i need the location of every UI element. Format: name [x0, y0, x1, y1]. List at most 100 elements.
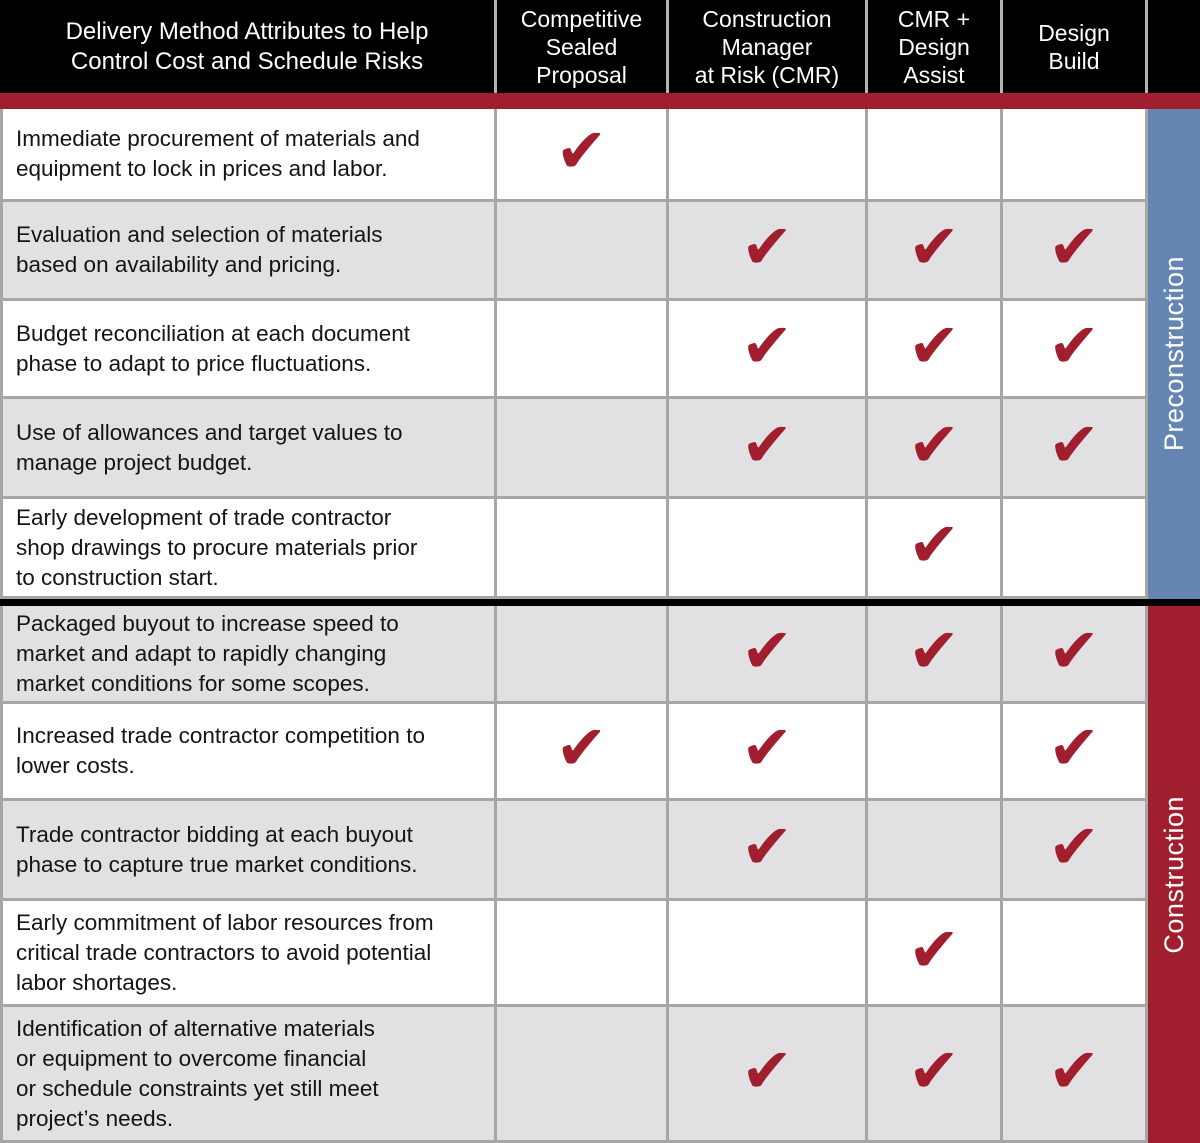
check-icon: ✔	[1048, 714, 1100, 783]
table-row: Evaluation and selection of materials ba…	[0, 202, 1148, 301]
sidebar-section-divider	[1148, 599, 1200, 606]
check-cell: ✔	[868, 1007, 1003, 1140]
check-cell: ✔	[669, 399, 868, 496]
construction-label: Construction	[1158, 795, 1189, 954]
check-cell: ✔	[1003, 301, 1148, 396]
check-icon: ✔	[741, 714, 793, 783]
table-row: Use of allowances and target values to m…	[0, 399, 1148, 499]
check-cell	[868, 704, 1003, 798]
attribute-text: Budget reconciliation at each document p…	[16, 320, 411, 376]
check-cell: ✔	[1003, 1007, 1148, 1140]
check-icon: ✔	[1048, 213, 1100, 282]
check-cell	[497, 901, 669, 1004]
check-icon: ✔	[1048, 311, 1100, 381]
check-cell: ✔	[1003, 399, 1148, 496]
header-attributes: Delivery Method Attributes to Help Contr…	[0, 0, 497, 93]
attribute-rows: Immediate procurement of materials and e…	[0, 109, 1148, 1143]
header-competitive-sealed-proposal: Competitive Sealed Proposal	[497, 0, 669, 93]
check-cell: ✔	[868, 202, 1003, 298]
attribute-cell: Increased trade contractor competition t…	[0, 704, 497, 798]
check-cell	[1003, 109, 1148, 199]
check-cell: ✔	[669, 606, 868, 701]
check-cell	[868, 109, 1003, 199]
attribute-cell: Immediate procurement of materials and e…	[0, 109, 497, 199]
section-divider	[0, 599, 1148, 606]
attribute-cell: Evaluation and selection of materials ba…	[0, 202, 497, 298]
phase-sidebar: Preconstruction Construction	[1148, 109, 1200, 1143]
attribute-text: Evaluation and selection of materials ba…	[16, 222, 383, 277]
check-cell: ✔	[868, 301, 1003, 396]
attribute-cell: Use of allowances and target values to m…	[0, 399, 497, 496]
table-row: Early development of trade contractor sh…	[0, 499, 1148, 599]
attribute-text: Early commitment of labor resources from…	[16, 909, 434, 995]
table-row: Early commitment of labor resources from…	[0, 901, 1148, 1007]
check-cell: ✔	[669, 202, 868, 298]
check-cell: ✔	[497, 704, 669, 798]
check-icon: ✔	[908, 410, 960, 480]
table-row: Packaged buyout to increase speed to mar…	[0, 606, 1148, 704]
check-icon: ✔	[908, 915, 960, 985]
check-icon: ✔	[741, 616, 793, 686]
check-cell: ✔	[868, 901, 1003, 1004]
check-cell: ✔	[669, 704, 868, 798]
section-label-construction: Construction	[1148, 606, 1200, 1143]
check-cell	[497, 202, 669, 298]
header-design-build: Design Build	[1003, 0, 1148, 93]
check-icon: ✔	[1048, 616, 1100, 686]
check-icon: ✔	[555, 714, 608, 783]
check-cell	[497, 301, 669, 396]
table-row: Increased trade contractor competition t…	[0, 704, 1148, 801]
check-icon: ✔	[1048, 1036, 1100, 1106]
check-icon: ✔	[908, 1036, 960, 1106]
attribute-text: Early development of trade contractor sh…	[16, 504, 418, 590]
check-icon: ✔	[741, 213, 793, 282]
check-icon: ✔	[908, 213, 960, 282]
attribute-cell: Trade contractor bidding at each buyout …	[0, 801, 497, 898]
check-icon: ✔	[1048, 812, 1100, 882]
table-row: Budget reconciliation at each document p…	[0, 301, 1148, 399]
attribute-cell: Early development of trade contractor sh…	[0, 499, 497, 596]
attribute-text: Increased trade contractor competition t…	[16, 723, 425, 778]
check-cell	[497, 1007, 669, 1140]
header-row: Delivery Method Attributes to Help Contr…	[0, 0, 1200, 93]
attribute-cell: Budget reconciliation at each document p…	[0, 301, 497, 396]
check-cell: ✔	[669, 801, 868, 898]
attribute-text: Packaged buyout to increase speed to mar…	[16, 610, 399, 696]
accent-bar	[0, 93, 1200, 109]
table-row: Immediate procurement of materials and e…	[0, 109, 1148, 202]
check-cell	[1003, 901, 1148, 1004]
check-cell	[669, 901, 868, 1004]
check-cell	[868, 801, 1003, 898]
header-sidebar-corner	[1148, 0, 1200, 93]
table-row: Identification of alternative materials …	[0, 1007, 1148, 1143]
check-cell: ✔	[669, 301, 868, 396]
check-cell	[669, 499, 868, 596]
check-cell	[669, 109, 868, 199]
matrix-body: Immediate procurement of materials and e…	[0, 109, 1200, 1143]
check-cell: ✔	[868, 499, 1003, 596]
attribute-text: Use of allowances and target values to m…	[16, 419, 403, 475]
check-icon: ✔	[908, 616, 960, 686]
check-cell: ✔	[1003, 202, 1148, 298]
section-label-preconstruction: Preconstruction	[1148, 109, 1200, 599]
check-cell	[497, 499, 669, 596]
table-row: Trade contractor bidding at each buyout …	[0, 801, 1148, 901]
header-cmr-design-assist: CMR + Design Assist	[868, 0, 1003, 93]
check-icon: ✔	[741, 1036, 793, 1106]
check-icon: ✔	[741, 311, 793, 381]
header-construction-manager-at-risk: Construction Manager at Risk (CMR)	[669, 0, 868, 93]
check-cell	[497, 399, 669, 496]
attribute-cell: Identification of alternative materials …	[0, 1007, 497, 1140]
attribute-cell: Packaged buyout to increase speed to mar…	[0, 606, 497, 701]
preconstruction-label: Preconstruction	[1158, 256, 1189, 452]
attribute-text: Trade contractor bidding at each buyout …	[16, 821, 418, 877]
check-icon: ✔	[741, 410, 793, 480]
check-cell: ✔	[1003, 801, 1148, 898]
check-cell: ✔	[868, 399, 1003, 496]
check-icon: ✔	[741, 812, 793, 882]
check-icon: ✔	[1048, 410, 1100, 480]
check-cell	[1003, 499, 1148, 596]
check-cell: ✔	[1003, 606, 1148, 701]
attribute-cell: Early commitment of labor resources from…	[0, 901, 497, 1004]
